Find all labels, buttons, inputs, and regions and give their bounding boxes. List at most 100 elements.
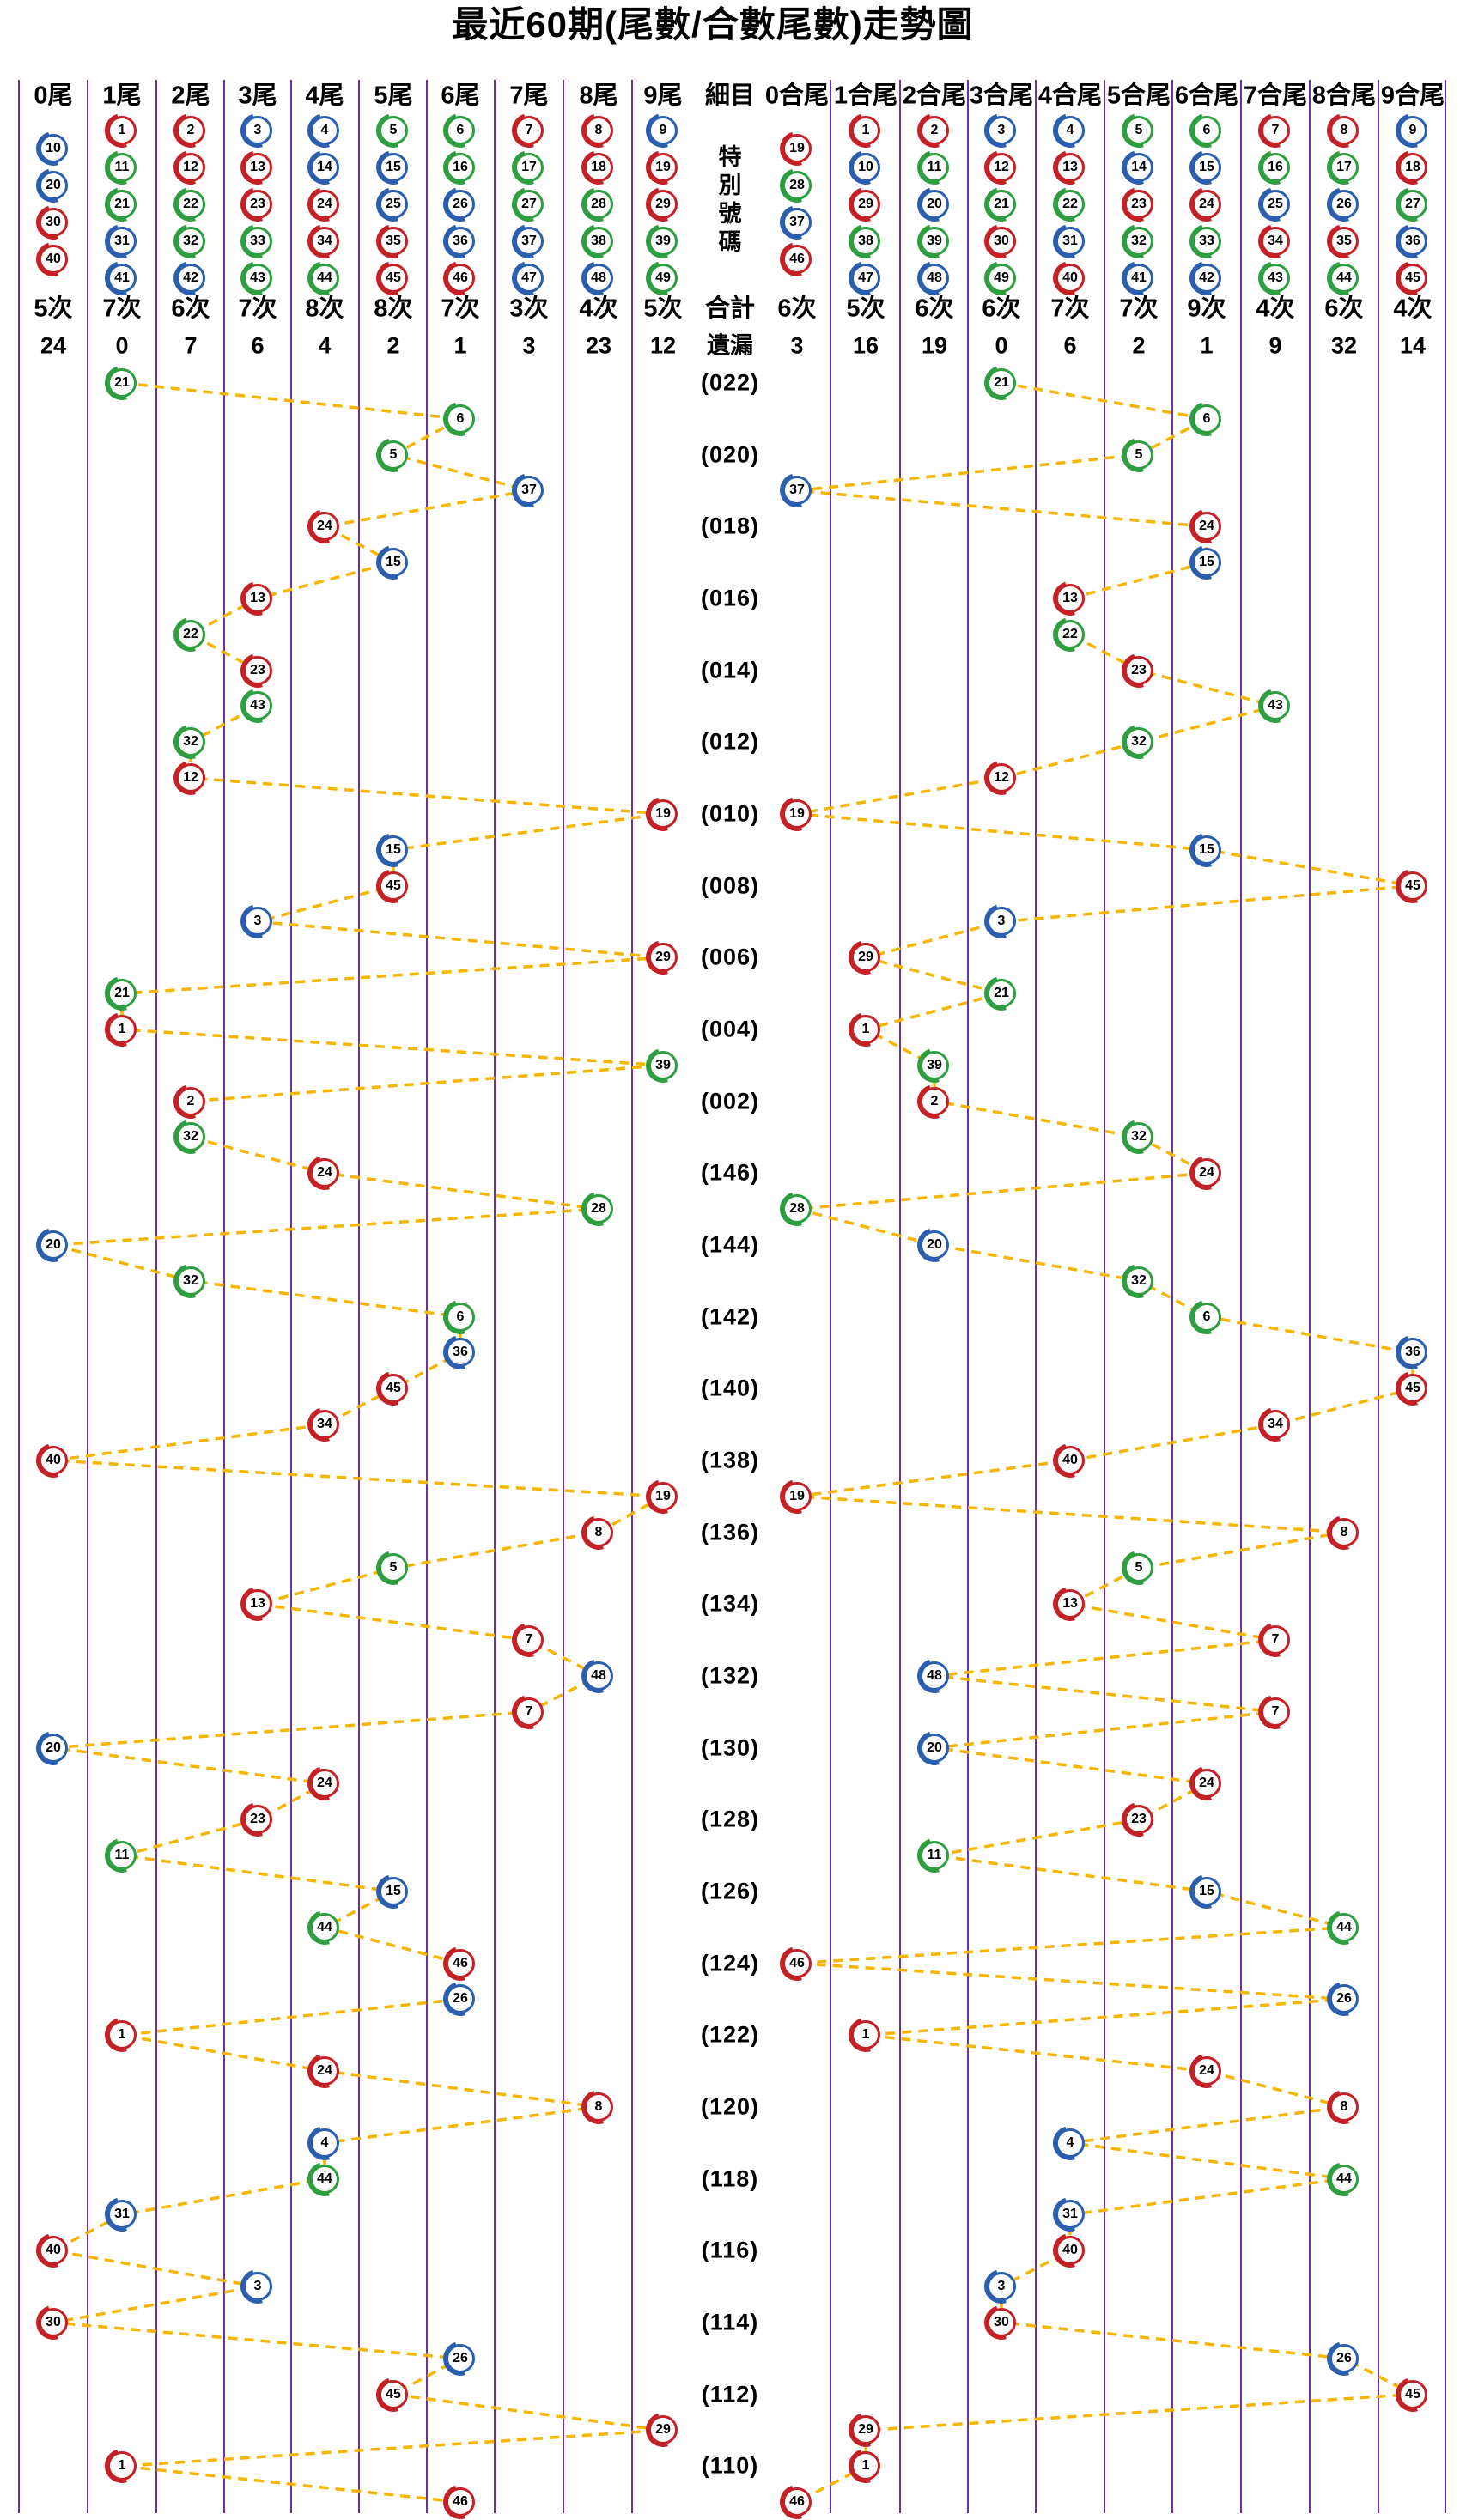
header-ball: 25 [379, 190, 408, 219]
header-ball: 13 [243, 153, 272, 182]
tail-count-cell: 6次 [171, 295, 210, 323]
trend-ball-sum: 19 [782, 1481, 812, 1511]
trend-ball-tail: 8 [584, 1517, 613, 1547]
header-ball: 27 [514, 190, 544, 219]
trend-ball-sum: 24 [1192, 1769, 1221, 1799]
period-label: (128) [700, 1806, 760, 1832]
sum-miss-cell: 2 [1132, 332, 1146, 359]
header-ball: 9 [1398, 116, 1427, 145]
header-ball: 47 [851, 264, 880, 293]
trend-ball-sum: 1 [851, 1014, 880, 1044]
sum-column-header: 0合尾 [764, 82, 830, 110]
period-label: (016) [700, 585, 760, 611]
period-label: (110) [701, 2452, 759, 2479]
trend-ball-sum: 21 [987, 979, 1016, 1009]
header-ball: 33 [243, 227, 272, 256]
header-ball: 19 [782, 134, 812, 163]
sum-column-header: 9合尾 [1380, 82, 1445, 110]
period-label: (114) [701, 2309, 759, 2335]
column-divider-line [1171, 80, 1173, 2513]
period-label: (124) [700, 1950, 760, 1977]
trend-ball-sum: 8 [1329, 1517, 1359, 1547]
trend-ball-tail: 3 [243, 907, 272, 937]
header-ball: 17 [1329, 153, 1359, 182]
trend-ball-sum: 12 [987, 763, 1016, 793]
column-divider-line [830, 80, 831, 2513]
trend-ball-sum: 6 [1192, 1302, 1221, 1332]
tail-count-cell: 7次 [238, 295, 277, 323]
trend-line-sum [796, 381, 1419, 2504]
trend-ball-sum: 19 [782, 799, 812, 829]
trend-ball-sum: 23 [1124, 1805, 1153, 1835]
period-label: (134) [700, 1590, 760, 1617]
header-ball: 18 [1398, 153, 1427, 182]
trend-ball-tail: 21 [107, 367, 137, 398]
trend-ball-sum: 20 [920, 1733, 949, 1763]
trend-ball-tail: 43 [243, 691, 272, 721]
trend-ball-sum: 2 [920, 1086, 949, 1116]
trend-ball-tail: 13 [243, 583, 272, 613]
header-ball: 13 [1055, 153, 1085, 182]
tail-miss-cell: 12 [649, 332, 677, 359]
trend-ball-tail: 12 [176, 763, 205, 793]
header-ball: 4 [1055, 116, 1085, 145]
header-ball: 35 [1329, 227, 1359, 256]
tail-column-header: 8尾 [579, 82, 618, 110]
header-ball: 7 [1261, 116, 1290, 145]
column-divider-line [1378, 80, 1379, 2513]
trend-ball-sum: 29 [851, 943, 880, 973]
sum-column-header: 1合尾 [833, 82, 898, 110]
column-divider-line [563, 80, 564, 2513]
column-divider-line [1309, 80, 1311, 2513]
period-label: (006) [700, 944, 760, 970]
trend-ball-sum: 1 [851, 2451, 880, 2481]
sum-miss-cell: 6 [1063, 332, 1077, 359]
trend-ball-sum: 32 [1124, 1122, 1153, 1152]
column-divider-line [87, 80, 88, 2513]
header-ball: 14 [1124, 153, 1153, 182]
header-ball: 42 [176, 264, 205, 293]
sum-column-header: 3合尾 [969, 82, 1034, 110]
trend-ball-tail: 39 [648, 1050, 678, 1080]
trend-ball-sum: 44 [1329, 1912, 1359, 1942]
header-ball: 3 [243, 116, 272, 145]
trend-ball-sum: 4 [1055, 2128, 1085, 2158]
trend-ball-tail: 2 [176, 1086, 205, 1116]
column-divider-line [223, 80, 225, 2513]
header-ball: 40 [1055, 264, 1085, 293]
miss-label: 遺漏 [707, 332, 753, 359]
trend-ball-sum: 32 [1124, 727, 1153, 757]
sum-count-cell: 9次 [1187, 295, 1226, 323]
trend-ball-tail: 7 [514, 1697, 544, 1727]
header-ball: 26 [446, 190, 475, 219]
period-label: (132) [700, 1662, 760, 1689]
header-ball: 41 [107, 264, 137, 293]
trend-ball-tail: 15 [379, 548, 408, 578]
trend-ball-tail: 20 [39, 1230, 68, 1260]
header-ball: 7 [514, 116, 544, 145]
column-divider-line [494, 80, 496, 2513]
header-ball: 34 [310, 227, 339, 256]
tail-miss-cell: 7 [184, 332, 198, 359]
sum-miss-cell: 14 [1399, 332, 1427, 359]
trend-ball-tail: 19 [648, 799, 678, 829]
trend-ball-sum: 6 [1192, 404, 1221, 434]
tail-column-header: 1尾 [102, 82, 142, 110]
header-ball: 45 [1398, 264, 1427, 293]
tail-column-header: 4尾 [305, 82, 344, 110]
tail-miss-cell: 23 [585, 332, 612, 359]
trend-ball-tail: 1 [107, 1014, 137, 1044]
trend-ball-tail: 26 [446, 2343, 475, 2373]
sum-miss-cell: 16 [852, 332, 879, 359]
sum-column-header: 8合尾 [1311, 82, 1377, 110]
header-ball: 38 [584, 227, 613, 256]
header-ball: 37 [782, 208, 812, 237]
header-ball: 21 [987, 190, 1016, 219]
period-label: (130) [700, 1734, 760, 1761]
trend-ball-tail: 24 [310, 1769, 339, 1799]
trend-ball-tail: 32 [176, 727, 205, 757]
trend-ball-tail: 45 [379, 2379, 408, 2409]
header-ball: 47 [514, 264, 544, 293]
tail-miss-cell: 2 [386, 332, 400, 359]
tail-miss-cell: 3 [522, 332, 536, 359]
